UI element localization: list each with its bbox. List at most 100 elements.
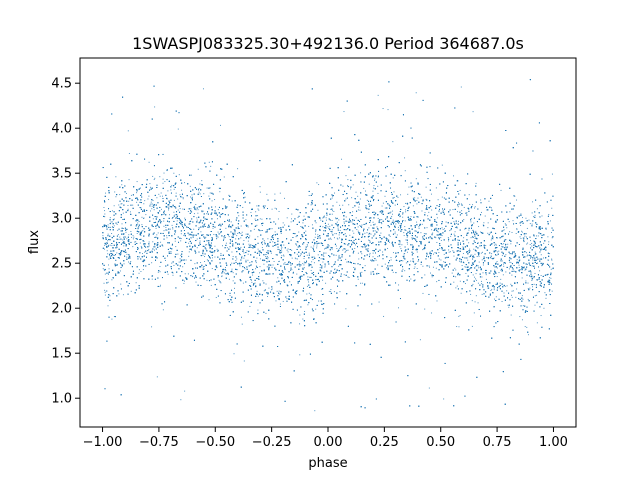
- data-point: [276, 290, 278, 292]
- data-point: [400, 248, 402, 250]
- data-point: [136, 192, 138, 194]
- data-point: [286, 217, 288, 219]
- data-point: [103, 282, 105, 284]
- data-point: [395, 236, 397, 238]
- data-point: [231, 262, 233, 264]
- data-point: [180, 260, 182, 262]
- data-point: [331, 197, 333, 199]
- data-point: [126, 253, 128, 255]
- data-point: [278, 210, 280, 212]
- data-point: [482, 264, 484, 266]
- data-point: [133, 236, 135, 238]
- data-point: [459, 280, 461, 282]
- data-point: [136, 219, 138, 221]
- data-point: [426, 253, 428, 255]
- data-point: [292, 289, 294, 291]
- data-point: [341, 238, 343, 240]
- data-point: [117, 234, 119, 236]
- data-point: [343, 111, 345, 113]
- data-point: [331, 232, 333, 234]
- data-point: [551, 207, 553, 209]
- data-point: [394, 231, 396, 233]
- data-point: [127, 130, 129, 132]
- data-point: [287, 251, 289, 253]
- data-point: [335, 254, 337, 256]
- data-point: [420, 196, 422, 198]
- data-point: [163, 213, 165, 215]
- data-point: [390, 211, 392, 213]
- data-point: [337, 227, 339, 229]
- data-point: [456, 227, 458, 229]
- data-point: [391, 213, 393, 215]
- data-point: [204, 256, 206, 258]
- data-point: [391, 215, 393, 217]
- data-point: [438, 252, 440, 254]
- data-point: [404, 220, 406, 222]
- data-point: [330, 230, 332, 232]
- data-point: [373, 185, 375, 187]
- data-point: [527, 288, 529, 290]
- data-point: [288, 297, 290, 299]
- data-point: [278, 290, 280, 292]
- data-point: [256, 205, 258, 207]
- data-point: [265, 255, 267, 257]
- data-point: [416, 199, 418, 201]
- data-point: [449, 251, 451, 253]
- data-point: [417, 260, 419, 262]
- data-point: [515, 233, 517, 235]
- data-point: [310, 246, 312, 248]
- data-point: [496, 261, 498, 263]
- data-point: [518, 264, 520, 266]
- data-point: [201, 211, 203, 213]
- data-point: [322, 261, 324, 263]
- data-point: [326, 246, 328, 248]
- data-point: [208, 299, 210, 301]
- data-point: [526, 255, 528, 257]
- data-point: [110, 252, 112, 254]
- data-point: [184, 273, 186, 275]
- data-point: [164, 181, 166, 183]
- data-point: [402, 260, 404, 262]
- data-point: [521, 277, 523, 279]
- data-point: [416, 268, 418, 269]
- data-point: [397, 226, 399, 228]
- data-point: [232, 272, 234, 274]
- data-point: [512, 220, 514, 222]
- data-point: [124, 242, 126, 244]
- data-point: [322, 303, 324, 305]
- data-point: [198, 191, 200, 193]
- data-point: [118, 238, 120, 240]
- data-point: [435, 237, 437, 239]
- data-point: [472, 262, 474, 264]
- data-point: [141, 224, 143, 226]
- data-point: [212, 227, 214, 229]
- data-point: [521, 231, 523, 233]
- data-point: [259, 272, 261, 274]
- data-point: [428, 265, 430, 267]
- data-point: [392, 252, 394, 254]
- data-point: [255, 265, 257, 267]
- data-point: [154, 246, 156, 248]
- data-point: [216, 238, 218, 240]
- data-point: [425, 198, 427, 200]
- data-point: [530, 256, 532, 258]
- data-point: [205, 244, 207, 246]
- data-point: [229, 246, 231, 248]
- data-point: [474, 301, 476, 303]
- data-point: [120, 263, 122, 265]
- data-point: [380, 232, 382, 234]
- data-point: [401, 244, 403, 246]
- data-point: [481, 276, 483, 278]
- data-point: [242, 282, 244, 284]
- data-point: [539, 251, 541, 253]
- data-point: [484, 215, 486, 217]
- data-point: [353, 232, 355, 234]
- data-point: [361, 282, 363, 284]
- data-point: [456, 326, 458, 328]
- data-point: [471, 325, 473, 327]
- data-point: [106, 250, 108, 252]
- data-point: [485, 245, 487, 247]
- data-point: [485, 274, 487, 276]
- data-point: [196, 238, 198, 240]
